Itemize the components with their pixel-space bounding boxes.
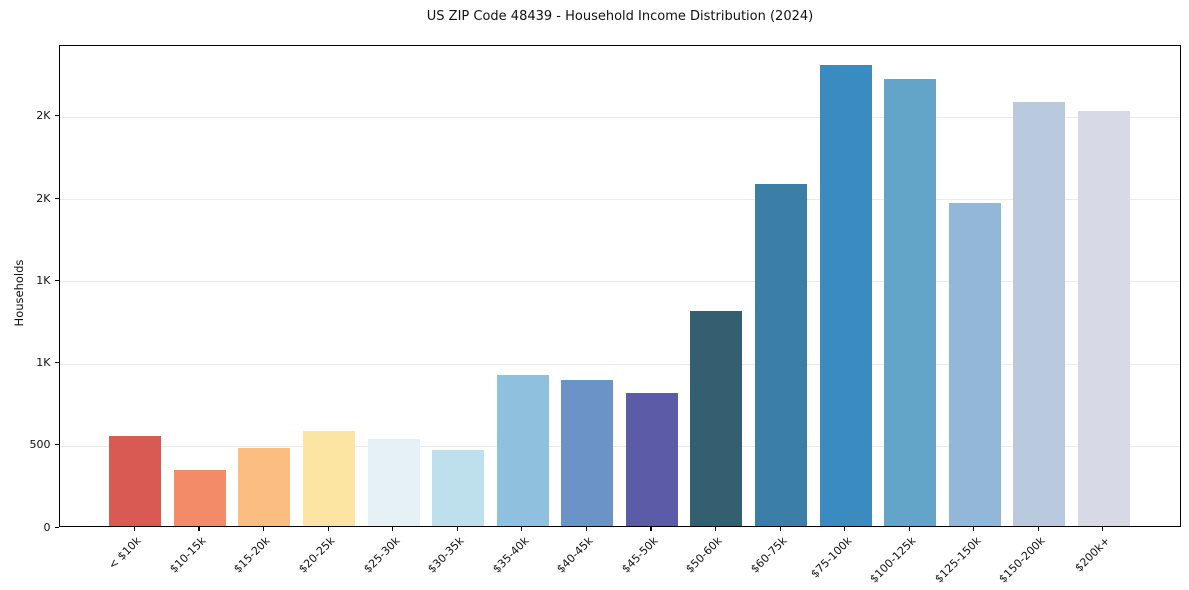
x-tick-mark-13 [973, 527, 975, 531]
x-tick-mark-14 [1037, 527, 1039, 531]
x-tick-mark-2 [262, 527, 265, 531]
bar-50-60k [690, 310, 743, 526]
y-tick-label-500: 500 [29, 438, 51, 452]
bar-125-150k [948, 202, 1001, 526]
bar-40-45k [561, 379, 614, 526]
gridline-2500 [60, 116, 1180, 118]
y-tick-mark-1500 [54, 279, 59, 281]
y-axis-label: Households [12, 259, 26, 327]
chart-title: US ZIP Code 48439 - Household Income Dis… [426, 9, 814, 24]
y-tick-label-2500: 2K [36, 109, 51, 123]
bar-60-75k [755, 183, 807, 526]
x-tick-mark-0 [133, 527, 135, 531]
bar-25-30k [367, 438, 420, 526]
y-tick-mark-2500 [54, 115, 59, 117]
x-tick-mark-1 [198, 527, 200, 531]
y-tick-mark-500 [54, 444, 59, 446]
x-tick-mark-10 [779, 527, 781, 531]
x-tick-mark-4 [392, 527, 394, 531]
x-tick-mark-15 [1102, 527, 1104, 531]
bar-10k [109, 435, 162, 526]
bar-30-35k [432, 450, 485, 526]
plot-area [59, 45, 1181, 527]
gridline-2000 [60, 199, 1180, 200]
y-tick-mark-0 [54, 526, 59, 528]
x-tick-mark-11 [844, 527, 846, 531]
bar-75-100k [819, 65, 872, 526]
bar-15-20k [238, 447, 291, 526]
x-tick-label-10k: < $10k [106, 534, 144, 572]
bar-10-15k [173, 470, 226, 526]
x-tick-mark-12 [908, 527, 910, 531]
bar-35-40k [496, 374, 549, 526]
y-tick-mark-2000 [54, 197, 59, 199]
y-tick-label-2000: 2K [36, 191, 51, 205]
bar-45-50k [625, 392, 678, 526]
x-tick-mark-8 [650, 527, 652, 531]
x-tick-mark-5 [456, 527, 458, 531]
gridline-1500 [60, 281, 1180, 283]
x-tick-mark-6 [521, 527, 523, 531]
bar-150-200k [1013, 101, 1066, 526]
bar-100-125k [884, 78, 937, 526]
bar-200k [1077, 110, 1130, 526]
y-tick-label-1500: 1K [36, 273, 51, 287]
x-tick-mark-9 [714, 527, 717, 531]
bar-20-25k [303, 430, 355, 526]
x-tick-mark-3 [327, 527, 329, 531]
y-tick-label-0: 0 [43, 520, 51, 534]
gridline-1000 [60, 363, 1180, 365]
y-tick-mark-1000 [54, 362, 59, 364]
gridline-500 [60, 445, 1180, 447]
y-tick-label-1000: 1K [36, 356, 51, 369]
x-tick-mark-7 [585, 527, 587, 531]
